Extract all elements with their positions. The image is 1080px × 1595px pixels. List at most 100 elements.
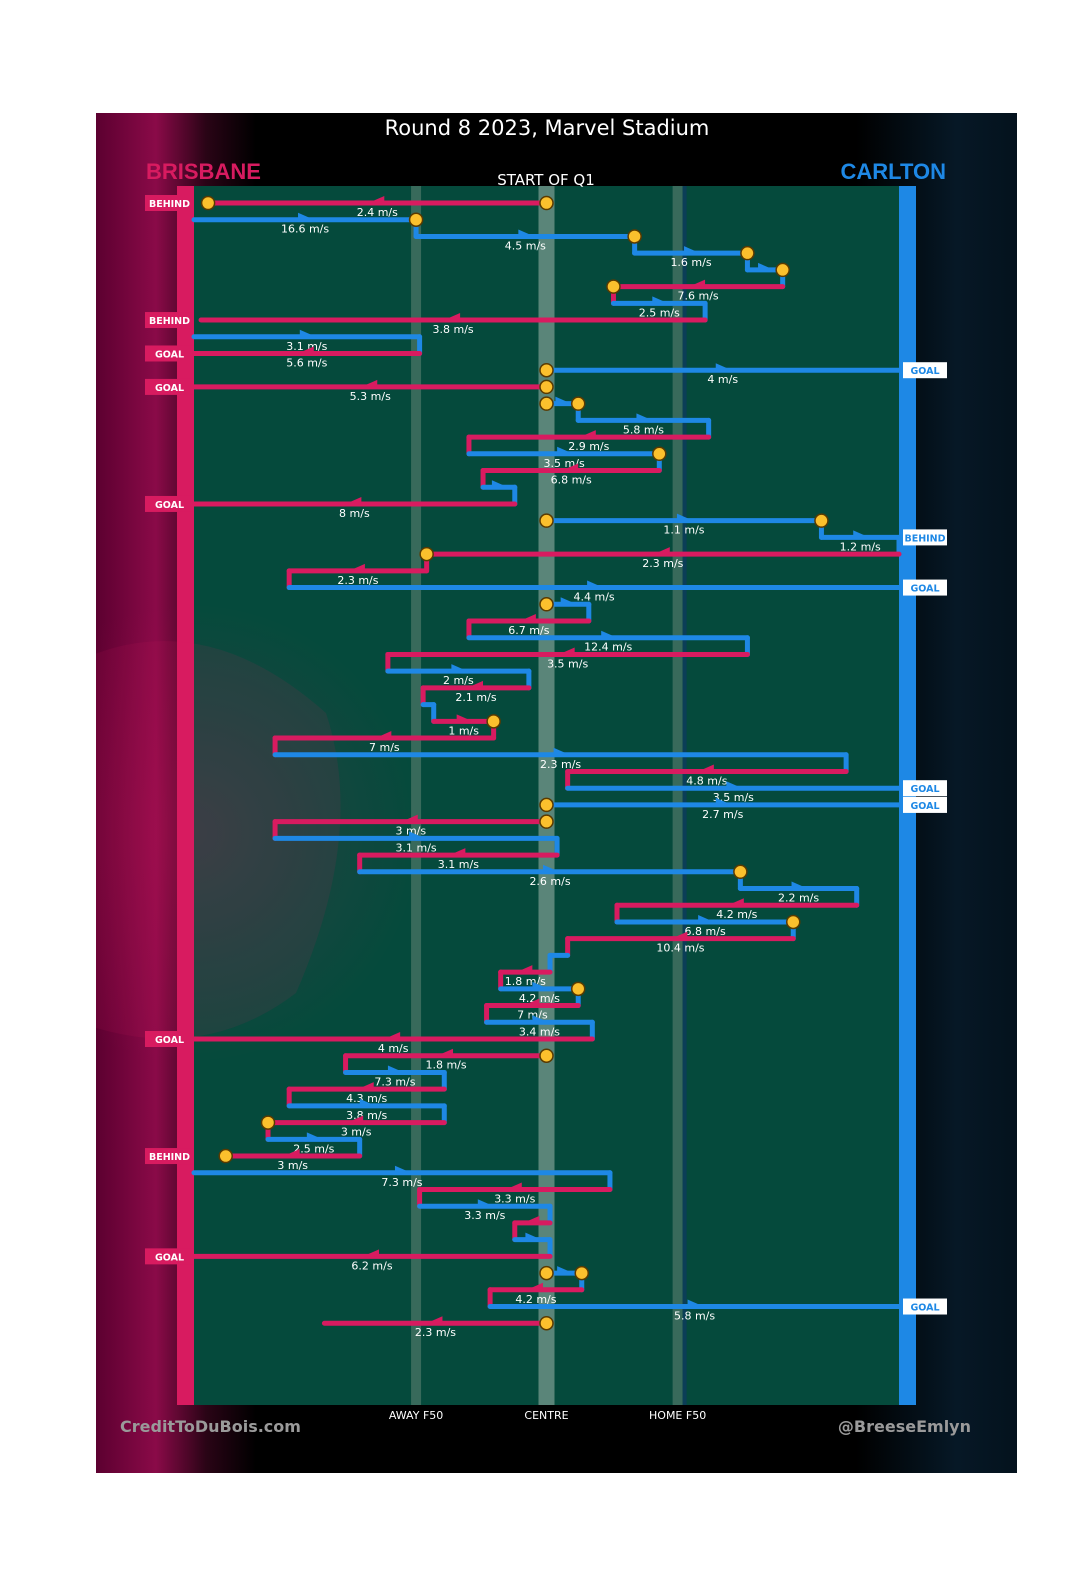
outcome-badge-bg (903, 529, 947, 546)
chain-segment-32: 1 m/s (431, 714, 501, 741)
outcome-badge-text: GOAL (155, 1252, 184, 1263)
ball-marker (419, 546, 434, 562)
direction-arrow (437, 1048, 454, 1056)
chain-segment-34: 2.3 m/s (272, 747, 849, 774)
outcome-badge-bg (145, 1031, 194, 1047)
chain-segment-35: 4.8 m/s (565, 764, 849, 791)
direction-arrow (727, 898, 744, 906)
chain-segment-6: 7.6 m/s (606, 279, 786, 306)
speed-label: 7.3 m/s (374, 1075, 415, 1088)
outcome-badge-text: GOAL (910, 784, 939, 795)
speed-label: 5.8 m/s (674, 1310, 715, 1323)
outcome-badge: GOAL (145, 1031, 194, 1047)
speed-label: 4.4 m/s (574, 591, 615, 604)
outcome-badge-text: GOAL (155, 1035, 184, 1046)
chain-segment-54: 4.3 m/s (286, 1082, 447, 1109)
direction-arrow (375, 731, 392, 739)
speed-label: 1.8 m/s (425, 1059, 466, 1072)
chain-segment-63 (512, 1232, 553, 1259)
direction-arrow (348, 563, 365, 571)
direction-arrow (555, 396, 572, 404)
centre-band (538, 186, 555, 1405)
ball-marker (733, 864, 748, 880)
ball-marker (408, 212, 424, 227)
outcome-badge: BEHIND (903, 529, 947, 546)
ball-marker (570, 396, 586, 411)
direction-arrow (684, 246, 701, 254)
chain-segment-5 (744, 262, 790, 290)
direction-arrow (516, 965, 533, 973)
speed-label: 2.4 m/s (357, 206, 398, 219)
speed-label: 4.5 m/s (505, 239, 546, 252)
direction-arrow (853, 530, 870, 538)
direction-arrow (361, 379, 378, 387)
direction-arrow (562, 463, 579, 471)
period-label: START OF Q1 (497, 171, 595, 189)
chain-segment-29: 2 m/s (385, 664, 532, 691)
outcome-badge-bg (145, 195, 194, 211)
outcome-badge-text: BEHIND (149, 199, 190, 210)
chain-segment-59: 7.3 m/s (191, 1165, 613, 1192)
chain-segment-67: 5.8 m/s GOAL (487, 1298, 947, 1323)
direction-arrow (791, 881, 808, 889)
ball-marker (200, 195, 216, 211)
chain-segment-64: 6.2 m/s GOAL (145, 1248, 553, 1272)
chain-segment-18 (480, 480, 518, 507)
ball-marker (218, 1148, 233, 1164)
chain-segment-49: 7 m/s (484, 998, 581, 1025)
direction-arrow (394, 1165, 411, 1173)
speed-label: 1 m/s (448, 724, 479, 737)
chart-title: Round 8 2023, Marvel Stadium (385, 116, 710, 140)
direction-arrow (652, 296, 669, 304)
chain-segment-65 (539, 1265, 589, 1293)
direction-arrow (283, 1149, 300, 1157)
speed-label: 6.8 m/s (685, 925, 726, 938)
chain-segment-2: 16.6 m/s (191, 212, 424, 239)
direction-arrow (560, 597, 577, 605)
speed-label: 2.5 m/s (293, 1142, 334, 1155)
speed-label: 2.5 m/s (639, 306, 680, 319)
home-f50-band (672, 186, 683, 1405)
outcome-badge-bg (903, 780, 947, 797)
outcome-badge-bg (145, 345, 194, 362)
outcome-badge-text: BEHIND (149, 1152, 190, 1163)
chain-segment-44: 6.8 m/s (614, 914, 801, 942)
direction-arrow (653, 547, 670, 555)
chain-segment-68: 2.3 m/s (321, 1315, 554, 1339)
chain-segment-50: 3.4 m/s (484, 1015, 595, 1042)
ball-marker (539, 1315, 554, 1331)
home-f50-edge (682, 186, 687, 1405)
direction-arrow (451, 664, 468, 672)
speed-label: 1.6 m/s (670, 256, 711, 269)
speed-label: 2 m/s (443, 674, 474, 687)
chain-segment-36: 3.5 m/s GOAL (565, 780, 947, 804)
ball-marker (539, 195, 554, 211)
chain-segment-39: 3.1 m/s (272, 831, 560, 858)
speed-label: 7.3 m/s (381, 1176, 422, 1189)
speed-label: 2.3 m/s (337, 574, 378, 587)
direction-arrow (505, 1182, 522, 1190)
chain-segment-15: 2.9 m/s (466, 430, 712, 457)
outcome-badge-text: GOAL (910, 801, 939, 812)
speed-label: 4.2 m/s (515, 1293, 556, 1306)
speed-label: 10.4 m/s (656, 942, 704, 955)
chain-segment-24: 4.4 m/s GOAL (286, 579, 947, 604)
chain-segment-41: 2.6 m/s (357, 864, 748, 892)
ball-marker (627, 229, 642, 244)
outcome-badge-text: GOAL (910, 366, 939, 377)
outcome-badge-text: BEHIND (904, 533, 945, 544)
outcome-badge-text: GOAL (910, 584, 939, 595)
outcome-badge-bg (903, 362, 947, 379)
ball-marker (539, 513, 554, 528)
direction-arrow (359, 1098, 376, 1106)
outcome-badge: GOAL (145, 1248, 194, 1265)
ball-marker (786, 914, 801, 930)
speed-label: 7 m/s (369, 741, 400, 754)
speed-label: 3.8 m/s (433, 323, 474, 336)
direction-arrow (409, 831, 426, 839)
direction-arrow (758, 262, 775, 270)
direction-arrow (557, 1266, 574, 1274)
ball-marker (539, 362, 554, 378)
direction-arrow (357, 1082, 374, 1090)
speed-label: 1.1 m/s (663, 524, 704, 537)
